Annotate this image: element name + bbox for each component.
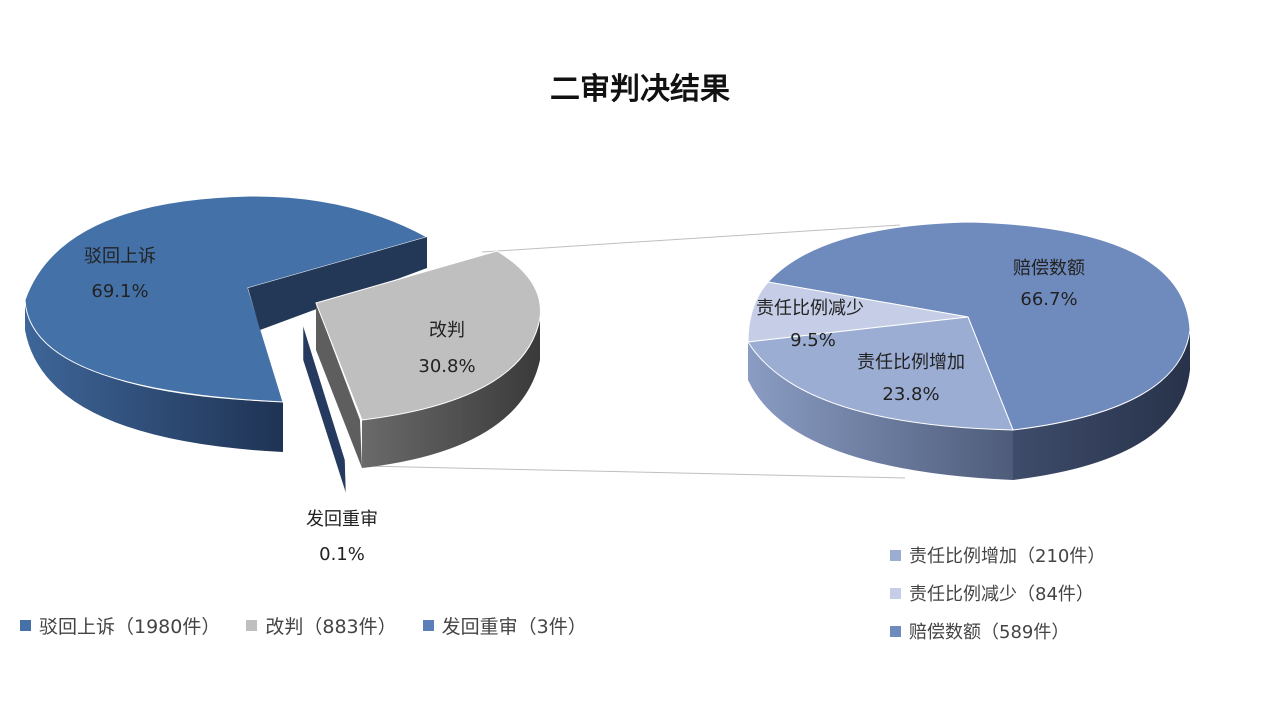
label-peichang-percent: 66.7% bbox=[1020, 289, 1077, 310]
sub-slice-jianshao-top bbox=[747, 281, 969, 343]
pie-slice-bohui-cut bbox=[248, 237, 427, 330]
legend-swatch-peichang bbox=[890, 625, 901, 637]
pie-slice-gaipan-side bbox=[362, 315, 540, 468]
legend-item-jianshao: 责任比例减少（84件） bbox=[890, 574, 1105, 612]
label-jianshao-name: 责任比例减少 bbox=[756, 298, 864, 319]
pie-slice-bohui-side bbox=[25, 305, 283, 452]
label-fahui-percent: 0.1% bbox=[319, 544, 365, 565]
legend-item-gaipan: 改判（883件） bbox=[246, 612, 397, 639]
legend-item-bohui: 驳回上诉（1980件） bbox=[20, 612, 220, 639]
legend-label-jianshao: 责任比例减少（84件） bbox=[909, 584, 1094, 605]
legend-swatch-gaipan bbox=[246, 620, 258, 631]
legend-item-peichang: 赔偿数额（589件） bbox=[890, 612, 1105, 650]
connector-line-top bbox=[481, 224, 901, 253]
legend-swatch-bohui bbox=[20, 620, 31, 631]
legend-swatch-fahui bbox=[422, 620, 434, 631]
pie-slice-bohui-top bbox=[24, 195, 429, 403]
secondary-pie bbox=[747, 221, 1191, 480]
legend-item-zengjia: 责任比例增加（210件） bbox=[890, 536, 1105, 574]
label-jianshao-percent: 9.5% bbox=[790, 330, 836, 351]
legend-label-fahui: 发回重审（3件） bbox=[441, 616, 587, 638]
legend-swatch-jianshao bbox=[890, 587, 901, 599]
sub-slice-peichang-top bbox=[767, 221, 1191, 431]
pie-slice-fahui bbox=[302, 324, 347, 495]
legend-swatch-zengjia bbox=[890, 549, 901, 561]
legend-label-bohui: 驳回上诉（1980件） bbox=[39, 616, 221, 638]
label-bohui-name: 驳回上诉 bbox=[84, 246, 156, 267]
legend-label-zengjia: 责任比例增加（210件） bbox=[909, 546, 1106, 567]
primary-legend: 驳回上诉（1980件） 改判（883件） 发回重审（3件） bbox=[20, 612, 587, 639]
label-gaipan-name: 改判 bbox=[429, 320, 465, 341]
label-fahui-name: 发回重审 bbox=[306, 509, 378, 530]
label-zengjia-percent: 23.8% bbox=[882, 384, 939, 405]
sub-slice-peichang-side bbox=[1013, 330, 1190, 480]
pie-slice-gaipan bbox=[315, 250, 541, 468]
pie-slice-gaipan-top bbox=[315, 250, 541, 421]
chart-title: 二审判决结果 bbox=[550, 72, 730, 107]
label-gaipan-percent: 30.8% bbox=[418, 356, 475, 377]
label-peichang-name: 赔偿数额 bbox=[1013, 258, 1085, 279]
secondary-legend: 责任比例增加（210件） 责任比例减少（84件） 赔偿数额（589件） bbox=[890, 536, 1105, 650]
sub-slice-zengjia-top bbox=[747, 316, 1014, 431]
label-zengjia-name: 责任比例增加 bbox=[857, 352, 965, 373]
pie-slice-gaipan-cut bbox=[316, 303, 362, 468]
connector-line-bottom bbox=[361, 465, 906, 479]
legend-label-peichang: 赔偿数额（589件） bbox=[909, 622, 1070, 643]
legend-label-gaipan: 改判（883件） bbox=[265, 616, 397, 638]
sub-slice-zengjia-side bbox=[748, 340, 1013, 480]
label-bohui-percent: 69.1% bbox=[91, 281, 148, 302]
legend-item-fahui: 发回重审（3件） bbox=[422, 612, 587, 639]
pie-slice-bohui bbox=[24, 195, 429, 452]
